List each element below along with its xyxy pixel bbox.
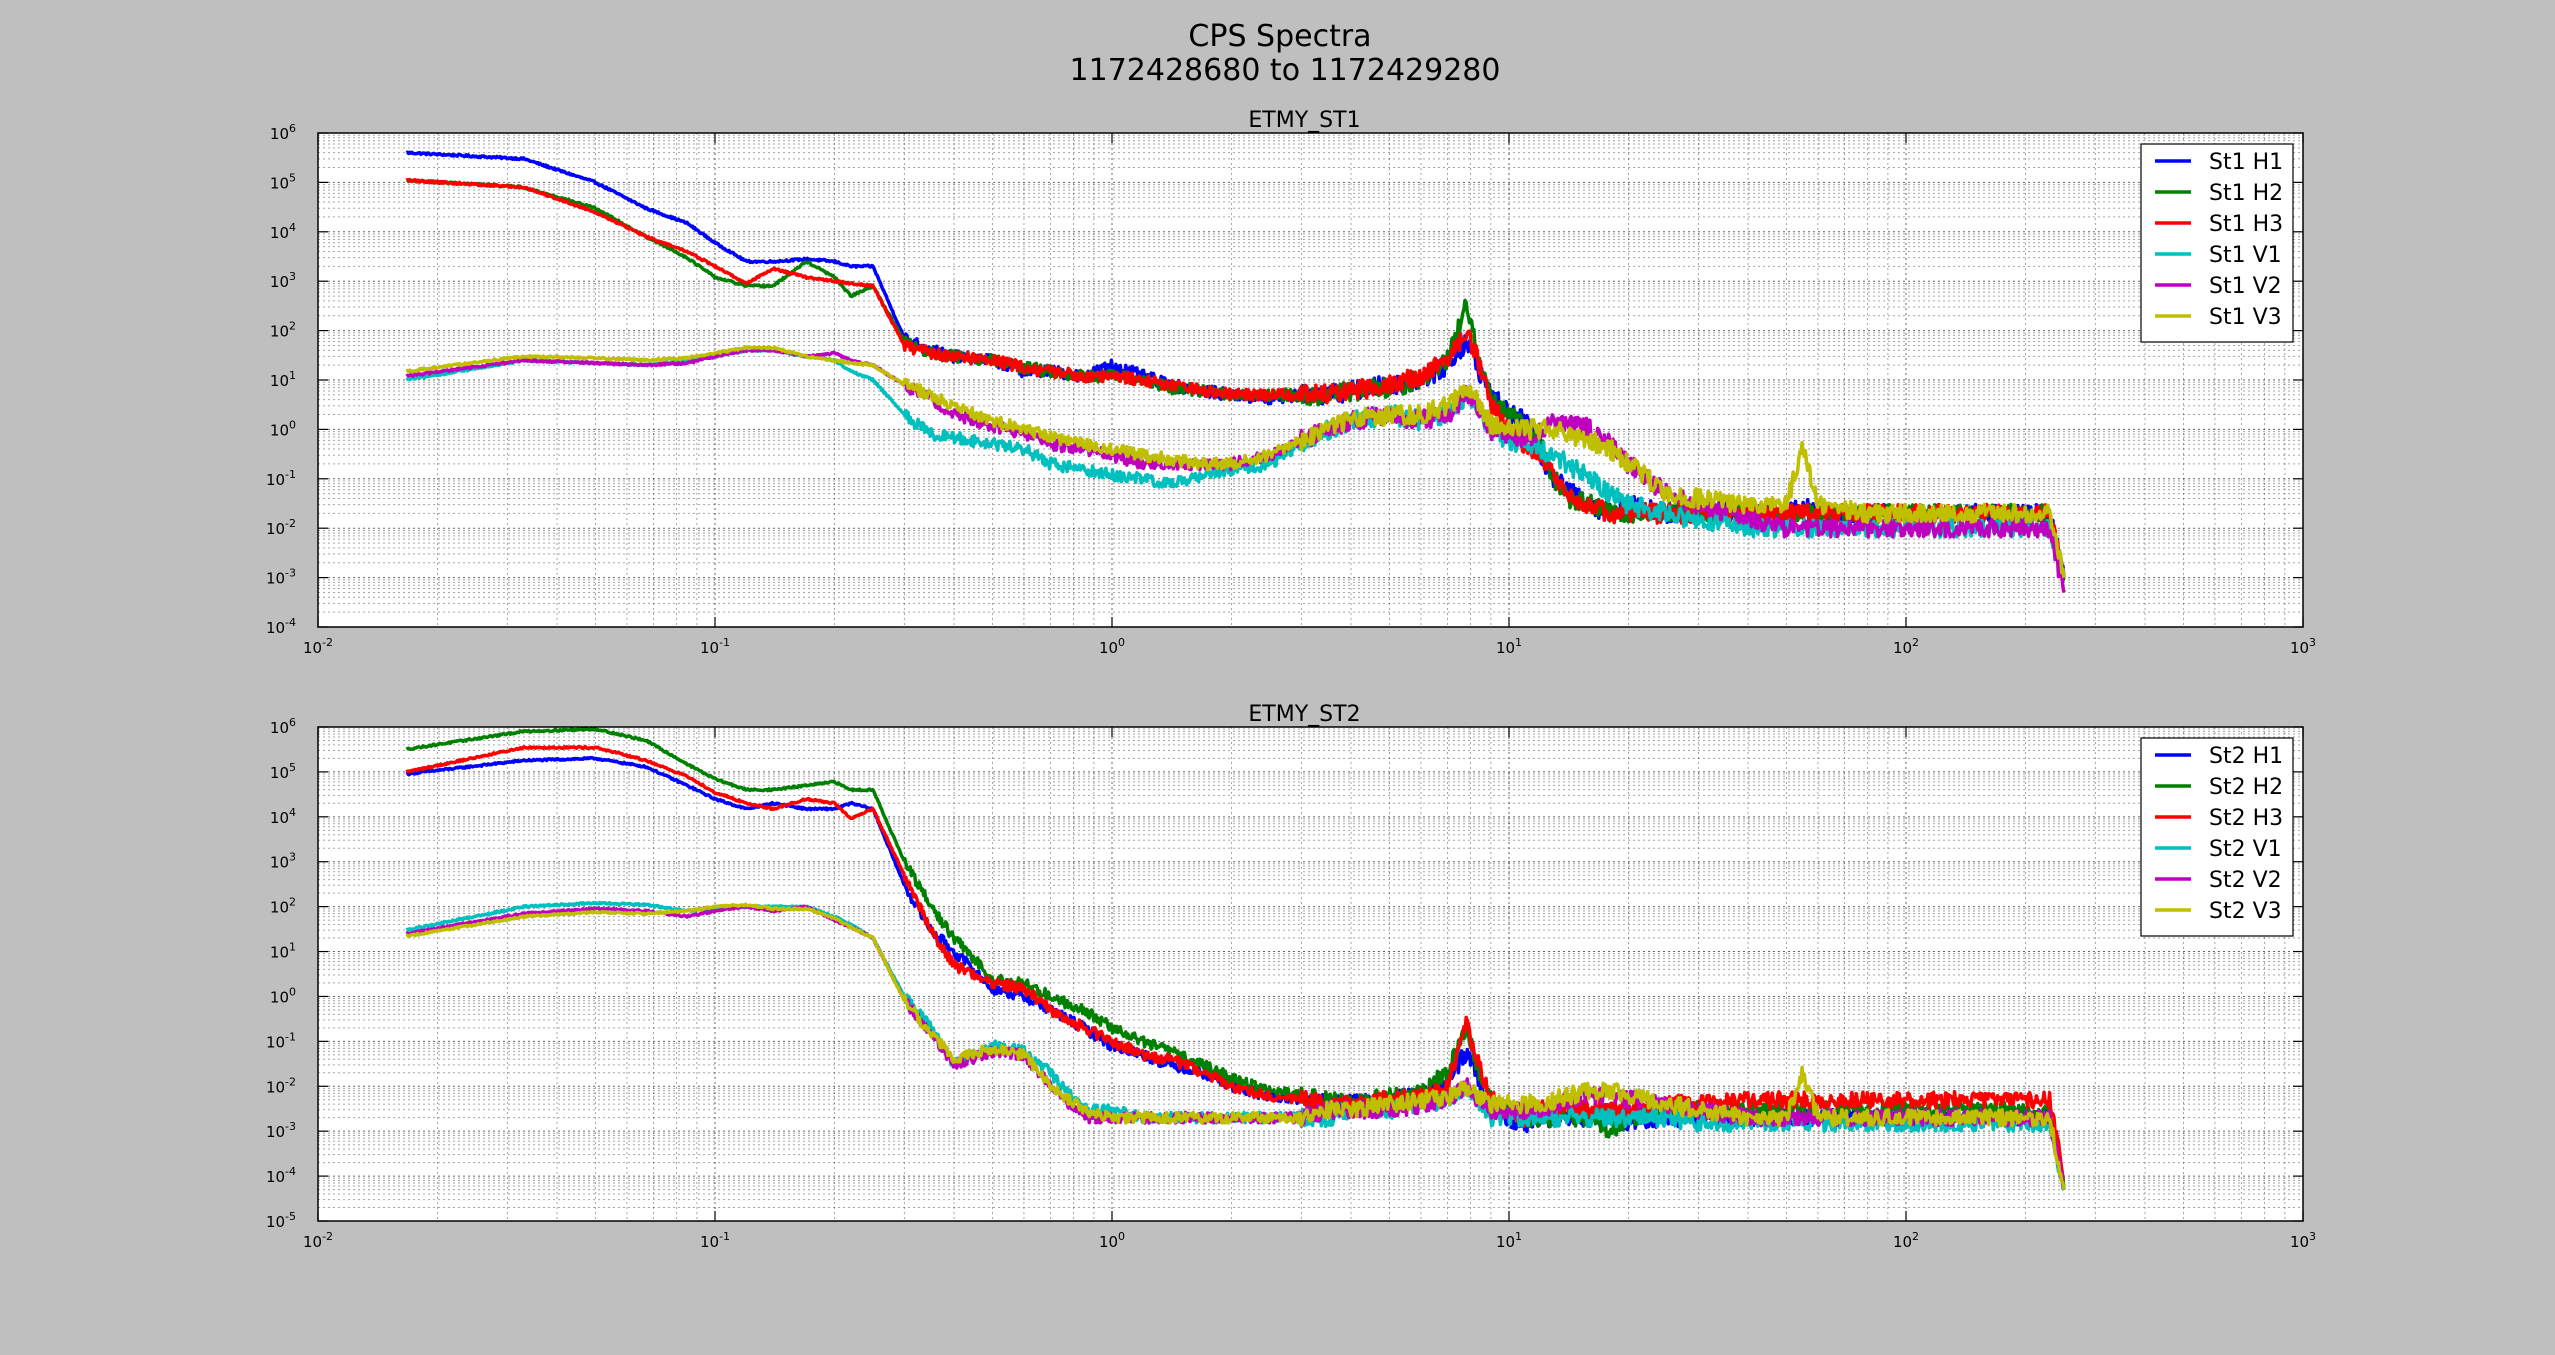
x-tick-labels: 10-2 10-1 100 101 102 103 xyxy=(303,636,2316,657)
y-tick-label: 106 xyxy=(270,122,296,143)
legend-item: St2 V2 xyxy=(2155,868,2282,893)
y-tick-label: 104 xyxy=(270,806,296,827)
y-tick-label: 10-5 xyxy=(266,1210,296,1231)
x-tick-label: 10-2 xyxy=(303,636,333,657)
legend-box xyxy=(2140,737,2294,937)
legend-label: St1 H3 xyxy=(2209,212,2283,237)
y-tick-label: 102 xyxy=(270,320,296,341)
y-tick-label: 101 xyxy=(270,369,296,390)
ticks xyxy=(317,726,2304,1222)
x-tick-label: 10-2 xyxy=(303,1230,333,1251)
legend: St2 H1 St2 H2 St2 H3 St2 V1 St2 V2 St2 V3 xyxy=(2140,737,2294,937)
y-tick-label: 10-2 xyxy=(266,1075,296,1096)
y-tick-label: 10-4 xyxy=(266,1165,296,1186)
legend-label: St2 H2 xyxy=(2209,775,2283,800)
legend-box xyxy=(2140,143,2294,343)
x-tick-label: 101 xyxy=(1496,636,1522,657)
x-tick-label: 100 xyxy=(1099,636,1125,657)
legend-label: St2 H3 xyxy=(2209,806,2283,831)
y-tick-label: 10-1 xyxy=(266,1030,296,1051)
x-tick-label: 10-1 xyxy=(700,636,730,657)
series-line-st1-v3 xyxy=(405,345,2066,578)
legend: St1 H1 St1 H2 St1 H3 St1 V1 St1 V2 St1 V3 xyxy=(2140,143,2294,343)
legend-label: St1 V1 xyxy=(2209,243,2282,268)
y-tick-label: 10-3 xyxy=(266,567,296,588)
y-tick-label: 106 xyxy=(270,716,296,737)
y-tick-label: 102 xyxy=(270,896,296,917)
legend-label: St2 H1 xyxy=(2209,744,2283,769)
y-tick-label: 10-4 xyxy=(266,616,296,637)
legend-item: St1 V2 xyxy=(2155,274,2282,299)
x-tick-label: 103 xyxy=(2290,1230,2316,1251)
figure-subtitle: 1172428680 to 1172429280 xyxy=(1070,53,1501,88)
legend-item: St1 V1 xyxy=(2155,243,2282,268)
y-tick-label: 100 xyxy=(270,985,296,1006)
y-tick-label: 10-3 xyxy=(266,1120,296,1141)
legend-label: St1 H1 xyxy=(2209,150,2283,175)
legend-item: St1 H2 xyxy=(2155,181,2283,206)
legend-label: St2 V1 xyxy=(2209,837,2282,862)
legend-item: St1 H1 xyxy=(2155,150,2283,175)
y-tick-label: 103 xyxy=(270,270,296,291)
series-group xyxy=(405,150,2066,593)
legend-item: St1 H3 xyxy=(2155,212,2283,237)
x-tick-label: 10-1 xyxy=(700,1230,730,1251)
legend-item: St2 H3 xyxy=(2155,806,2283,831)
legend-label: St2 V2 xyxy=(2209,868,2282,893)
legend-item: St2 H1 xyxy=(2155,744,2283,769)
y-tick-label: 10-2 xyxy=(266,517,296,538)
y-tick-label: 103 xyxy=(270,851,296,872)
legend-item: St1 V3 xyxy=(2155,305,2282,330)
series-line-st2-v3 xyxy=(405,902,2066,1190)
series-line-st1-h3 xyxy=(405,178,2065,580)
plot-area xyxy=(318,133,2303,627)
chart-panel-etmy-st1: 10-2 10-1 100 101 102 10310-410-310-210-11001… xyxy=(266,108,2316,657)
x-tick-labels: 10-2 10-1 100 101 102 103 xyxy=(303,1230,2316,1251)
panel-title: ETMY_ST2 xyxy=(1248,702,1360,727)
legend-item: St2 H2 xyxy=(2155,775,2283,800)
y-tick-labels: 10-4 10-3 10-2 10-1 100 101 102 103 104 105 106 xyxy=(266,122,296,637)
ticks xyxy=(317,132,2304,628)
x-tick-label: 102 xyxy=(1893,1230,1919,1251)
y-tick-labels: 10-5 10-4 10-3 10-2 10-1 100 101 102 103 104 105 10… xyxy=(266,716,296,1231)
plot-frame xyxy=(317,726,2304,1222)
legend-label: St2 V3 xyxy=(2209,899,2282,924)
y-tick-label: 104 xyxy=(270,221,296,242)
series-group xyxy=(405,727,2066,1191)
grid xyxy=(317,133,2303,628)
series-line-st1-v1 xyxy=(405,347,2066,579)
figure-title: CPS Spectra xyxy=(1188,19,1371,54)
plot-area xyxy=(318,727,2303,1221)
y-tick-label: 100 xyxy=(270,418,296,439)
y-tick-label: 105 xyxy=(270,761,296,782)
series-line-st2-h3 xyxy=(405,744,2066,1179)
legend-label: St1 V2 xyxy=(2209,274,2282,299)
x-tick-label: 101 xyxy=(1496,1230,1522,1251)
y-tick-label: 105 xyxy=(270,171,296,192)
panel-title: ETMY_ST1 xyxy=(1248,108,1360,133)
y-tick-label: 10-1 xyxy=(266,468,296,489)
x-tick-label: 103 xyxy=(2290,636,2316,657)
legend-label: St1 V3 xyxy=(2209,305,2282,330)
chart-panel-etmy-st2: 10-2 10-1 100 101 102 103 10-5 10-4 10-3 10-2 10-1… xyxy=(266,702,2316,1251)
x-tick-label: 102 xyxy=(1893,636,1919,657)
y-tick-label: 101 xyxy=(270,941,296,962)
legend-item: St2 V1 xyxy=(2155,837,2282,862)
legend-item: St2 V3 xyxy=(2155,899,2282,924)
x-tick-label: 100 xyxy=(1099,1230,1125,1251)
legend-label: St1 H2 xyxy=(2209,181,2283,206)
